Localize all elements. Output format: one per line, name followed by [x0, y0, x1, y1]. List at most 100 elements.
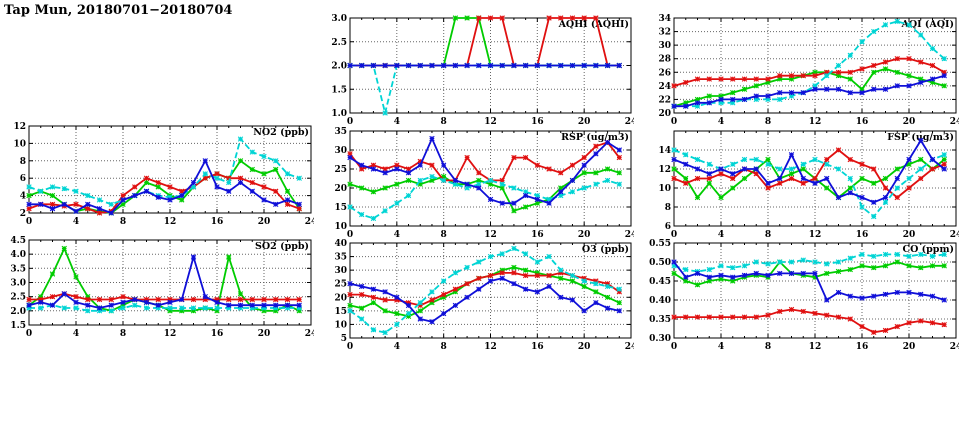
svg-text:CO (ppm): CO (ppm) [903, 244, 954, 255]
chart-rsp: 0 4 8 12 16 20 24 10 15 20 25 30 35 RSP (ug/m3) [322, 127, 634, 242]
svg-text:0: 0 [347, 117, 353, 127]
svg-text:20: 20 [258, 329, 271, 339]
svg-text:24: 24 [950, 342, 959, 352]
svg-text:28: 28 [658, 55, 671, 65]
svg-text:3.0: 3.0 [331, 14, 347, 24]
chart-fsp: 0 4 8 12 16 20 24 6 8 10 12 14 FSP (ug/m3) [646, 127, 959, 242]
svg-text:3.0: 3.0 [10, 279, 26, 289]
svg-text:12: 12 [13, 122, 26, 132]
svg-text:4: 4 [718, 117, 724, 127]
svg-text:20: 20 [903, 342, 916, 352]
svg-text:12: 12 [484, 342, 497, 352]
svg-text:1.5: 1.5 [331, 85, 347, 95]
chart-canvas-rsp: 0 4 8 12 16 20 24 10 15 20 25 30 35 RSP (ug/m3) [334, 127, 634, 240]
svg-text:12: 12 [484, 117, 497, 127]
svg-text:0.50: 0.50 [649, 258, 671, 268]
svg-text:0.45: 0.45 [649, 277, 671, 287]
svg-text:8: 8 [765, 342, 771, 352]
chart-canvas-co: 0 4 8 12 16 20 24 0.30 0.35 0.40 0.45 0.50 0.55 CO (p… [649, 239, 959, 352]
chart-canvas-fsp: 0 4 8 12 16 20 24 6 8 10 12 14 FSP (ug/m3) [658, 130, 959, 240]
svg-text:0.35: 0.35 [649, 315, 671, 325]
chart-so2: 0 4 8 12 16 20 24 1.5 2.0 2.5 3.0 3.5 4.0 4.5 SO2 (ppb… [1, 236, 314, 341]
chart-canvas-aqi: 0 4 8 12 16 20 24 20 22 24 26 28 30 32 34 AQI (AQI) [658, 14, 959, 127]
svg-text:AQHI (AQHI): AQHI (AQHI) [558, 19, 629, 30]
svg-text:4: 4 [394, 117, 400, 127]
svg-text:5: 5 [341, 334, 347, 344]
svg-text:0: 0 [347, 230, 353, 240]
svg-text:0.55: 0.55 [649, 239, 671, 249]
svg-text:0: 0 [671, 117, 677, 127]
chart-canvas-no2: 0481216202424681012NO2 (ppb) [13, 122, 314, 227]
svg-text:0: 0 [671, 342, 677, 352]
svg-text:0.40: 0.40 [649, 296, 671, 306]
svg-text:8: 8 [441, 117, 447, 127]
svg-text:20: 20 [658, 109, 671, 119]
svg-text:16: 16 [856, 342, 869, 352]
svg-text:16: 16 [211, 329, 224, 339]
svg-text:24: 24 [625, 342, 634, 352]
svg-text:14: 14 [658, 146, 671, 156]
svg-text:4.0: 4.0 [10, 250, 26, 260]
svg-text:12: 12 [484, 230, 497, 240]
svg-text:0: 0 [671, 230, 677, 240]
svg-text:24: 24 [658, 82, 671, 92]
svg-text:10: 10 [658, 184, 671, 194]
svg-text:8: 8 [765, 230, 771, 240]
svg-text:4: 4 [20, 192, 26, 202]
svg-text:O3 (ppb): O3 (ppb) [582, 244, 629, 255]
svg-text:FSP (ug/m3): FSP (ug/m3) [887, 132, 954, 143]
svg-text:4: 4 [394, 230, 400, 240]
svg-text:20: 20 [578, 342, 591, 352]
chart-canvas-aqhi: 0 4 8 12 16 20 24 1.0 1.5 2.0 2.5 3.0 AQHI (AQHI) [331, 14, 634, 127]
svg-text:40: 40 [334, 239, 347, 249]
svg-text:RSP (ug/m3): RSP (ug/m3) [561, 132, 629, 143]
svg-text:10: 10 [334, 222, 347, 232]
svg-text:4.5: 4.5 [10, 236, 26, 246]
svg-text:24: 24 [625, 117, 634, 127]
svg-text:NO2 (ppb): NO2 (ppb) [253, 127, 309, 138]
svg-text:AQI (AQI): AQI (AQI) [901, 19, 954, 30]
svg-text:4: 4 [73, 329, 79, 339]
svg-text:34: 34 [658, 14, 671, 24]
svg-text:4: 4 [718, 230, 724, 240]
svg-text:24: 24 [950, 117, 959, 127]
svg-text:12: 12 [164, 217, 177, 227]
svg-text:8: 8 [665, 203, 671, 213]
svg-text:20: 20 [578, 230, 591, 240]
svg-text:2.0: 2.0 [331, 62, 347, 72]
svg-text:12: 12 [164, 329, 177, 339]
chart-aqhi: 0 4 8 12 16 20 24 1.0 1.5 2.0 2.5 3.0 AQHI (AQHI) [322, 14, 634, 129]
svg-text:2.5: 2.5 [331, 38, 347, 48]
svg-text:26: 26 [658, 68, 671, 78]
svg-text:2.0: 2.0 [10, 307, 26, 317]
chart-canvas-so2: 0 4 8 12 16 20 24 1.5 2.0 2.5 3.0 3.5 4.0 4.5 SO2 (ppb… [10, 236, 314, 339]
svg-text:2.5: 2.5 [10, 293, 26, 303]
svg-text:32: 32 [658, 28, 671, 38]
svg-text:8: 8 [441, 230, 447, 240]
svg-text:8: 8 [120, 329, 126, 339]
svg-text:12: 12 [809, 117, 822, 127]
svg-text:22: 22 [658, 95, 671, 105]
svg-text:6: 6 [20, 174, 26, 184]
svg-text:6: 6 [665, 222, 671, 232]
svg-text:15: 15 [334, 203, 347, 213]
svg-text:20: 20 [903, 230, 916, 240]
svg-text:0: 0 [347, 342, 353, 352]
svg-text:20: 20 [903, 117, 916, 127]
svg-text:15: 15 [334, 307, 347, 317]
page-title: Tap Mun, 20180701−20180704 [4, 3, 233, 18]
svg-text:16: 16 [211, 217, 224, 227]
chart-o3: 0 4 8 12 16 20 24 5 10 15 20 25 30 35 40 O3 (ppb) [322, 239, 634, 354]
svg-text:10: 10 [334, 320, 347, 330]
svg-text:25: 25 [334, 280, 347, 290]
svg-text:12: 12 [658, 165, 671, 175]
svg-text:8: 8 [441, 342, 447, 352]
svg-text:30: 30 [334, 266, 347, 276]
svg-text:SO2 (ppb): SO2 (ppb) [255, 241, 309, 252]
svg-text:16: 16 [531, 117, 544, 127]
chart-canvas-o3: 0 4 8 12 16 20 24 5 10 15 20 25 30 35 40 O3 (ppb) [334, 239, 634, 352]
svg-text:0.30: 0.30 [649, 334, 671, 344]
svg-text:20: 20 [578, 117, 591, 127]
svg-text:16: 16 [531, 342, 544, 352]
svg-text:24: 24 [305, 329, 314, 339]
